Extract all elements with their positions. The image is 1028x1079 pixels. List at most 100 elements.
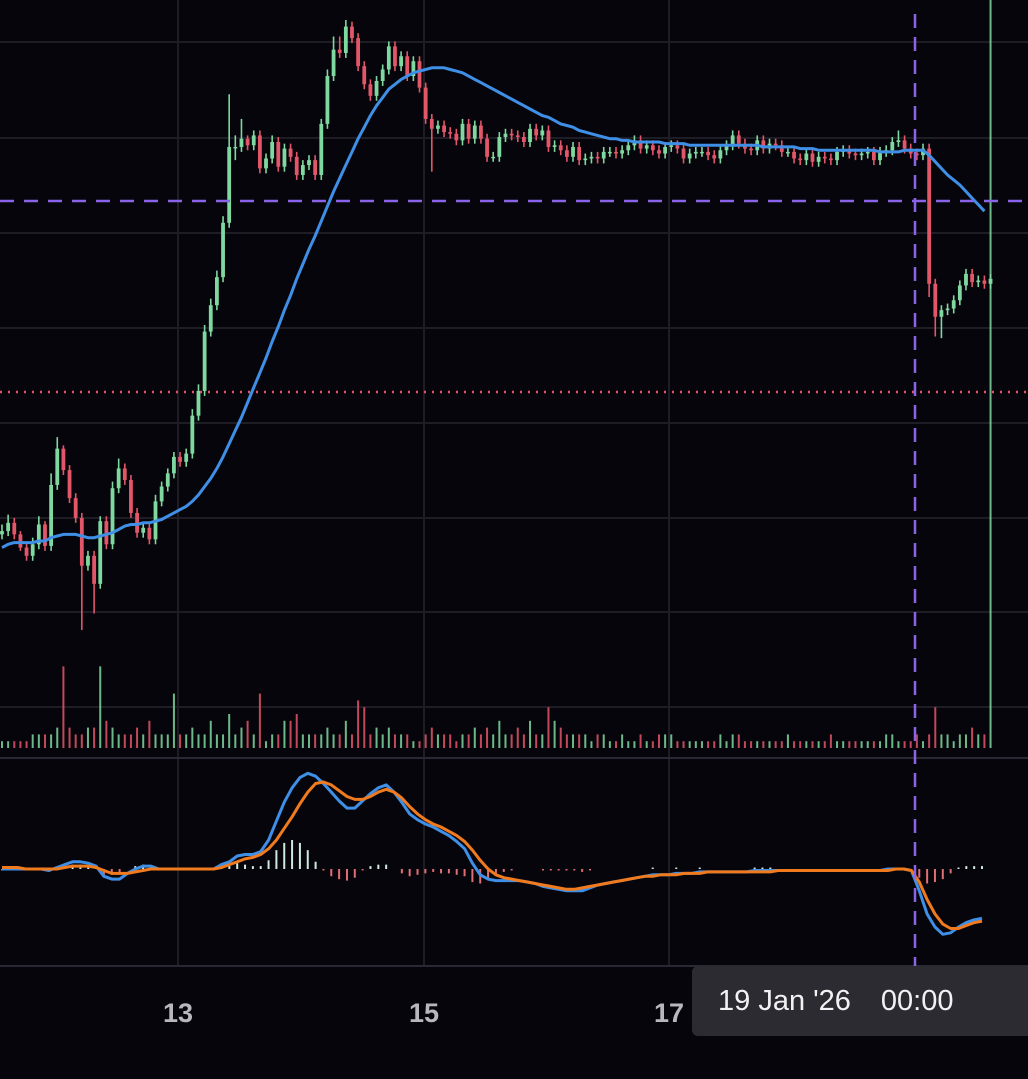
candle-body	[380, 69, 385, 81]
candle-body	[509, 133, 514, 136]
candle-body	[558, 145, 563, 151]
candle	[436, 120, 440, 134]
candle	[589, 151, 594, 164]
candle	[509, 128, 514, 141]
candle-body	[141, 527, 146, 533]
candle-body	[779, 145, 784, 152]
candle	[534, 123, 539, 141]
candle	[982, 275, 987, 289]
candle-body	[749, 148, 753, 151]
candle	[307, 155, 311, 171]
candle	[945, 303, 950, 316]
candle	[135, 508, 139, 538]
candle	[951, 295, 956, 314]
candlesticks[interactable]	[0, 20, 993, 630]
candle	[98, 516, 103, 589]
candle-body	[595, 156, 600, 159]
candle-body	[116, 468, 121, 489]
candle	[43, 521, 47, 551]
candle	[614, 146, 618, 159]
candle-body	[546, 130, 551, 147]
candle-body	[951, 300, 956, 309]
candle-body	[36, 524, 41, 545]
candle	[393, 41, 397, 72]
candle	[245, 135, 250, 151]
candle	[257, 130, 262, 174]
candle-body	[221, 222, 225, 278]
candle-body	[110, 488, 115, 545]
candle-body	[847, 150, 852, 154]
candle-body	[933, 283, 938, 317]
candle	[215, 270, 219, 311]
candle	[264, 153, 268, 174]
candle	[129, 475, 133, 518]
candle	[172, 451, 176, 479]
candle	[896, 130, 901, 147]
candle-body	[417, 61, 422, 88]
candle-body	[411, 61, 416, 77]
candle	[601, 146, 606, 164]
candle-body	[878, 151, 882, 161]
candle-body	[976, 280, 981, 283]
candle-body	[914, 153, 919, 156]
candle-body	[0, 531, 4, 535]
candle	[865, 146, 870, 159]
candle	[411, 56, 416, 81]
candle	[386, 41, 391, 75]
candle-body	[184, 453, 189, 462]
candle	[442, 120, 446, 138]
candle	[816, 151, 821, 167]
candle	[522, 132, 526, 147]
candle	[448, 127, 453, 139]
candle	[122, 463, 127, 485]
candle-body	[859, 153, 864, 156]
candle-body	[786, 151, 790, 154]
candle-body	[730, 135, 735, 146]
candle-body	[135, 512, 139, 533]
candle-body	[208, 305, 213, 332]
candle	[779, 140, 784, 157]
candle	[325, 69, 330, 129]
candle-body	[178, 456, 182, 462]
candle-body	[485, 138, 489, 157]
moving-average	[1, 66, 986, 549]
candle-body	[552, 145, 557, 147]
candle	[73, 493, 78, 523]
candle-body	[810, 153, 815, 162]
candle	[350, 21, 354, 44]
candle	[12, 517, 17, 540]
candle-body	[724, 145, 729, 151]
candle-body	[423, 87, 428, 119]
candle	[693, 146, 698, 159]
candle-body	[147, 527, 152, 540]
candle-body	[650, 145, 655, 151]
candle	[380, 64, 385, 86]
candle	[595, 151, 600, 164]
candle-body	[55, 448, 60, 485]
candle-body	[356, 38, 361, 67]
candle	[331, 36, 336, 81]
candle	[957, 280, 962, 306]
candle	[933, 278, 938, 337]
candle	[282, 143, 287, 172]
candle	[822, 151, 827, 164]
candle-body	[399, 56, 403, 67]
candle	[515, 130, 520, 142]
candle	[227, 94, 232, 228]
candle-body	[681, 148, 686, 159]
candle-body	[871, 151, 876, 161]
candle-body	[264, 158, 268, 169]
candle-body	[571, 146, 575, 157]
macd-line	[2, 771, 983, 936]
candle-body	[86, 555, 90, 566]
candle-body	[829, 158, 833, 161]
candle-body	[6, 522, 11, 532]
candle	[939, 305, 944, 339]
candle-body	[257, 135, 262, 169]
candle	[485, 133, 489, 162]
candle-body	[460, 123, 465, 141]
crosshair-time: 00:00	[880, 984, 954, 1017]
candle	[583, 153, 588, 166]
